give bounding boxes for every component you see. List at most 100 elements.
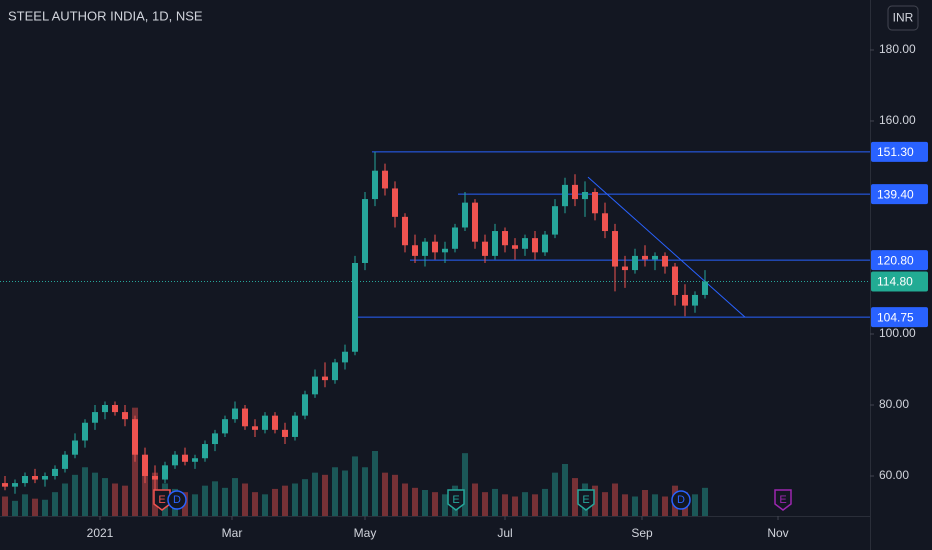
volume-bar [642,490,648,516]
y-tick-label: 100.00 [879,326,916,340]
level-label: 139.40 [877,187,914,201]
level-label-box [871,250,928,271]
event-label[interactable]: D [677,494,685,506]
candle-body [22,475,28,484]
candle-body [372,170,378,200]
event-label[interactable]: E [452,494,459,506]
candle-body [272,415,278,430]
candle-body [422,241,428,256]
volume-bar [322,474,328,516]
dividend-marker[interactable] [167,490,187,510]
earnings-marker[interactable] [153,489,171,511]
event-label[interactable]: E [582,494,589,506]
candle-body [482,241,488,256]
volume-bar [132,407,138,516]
x-tick-label: Jul [497,526,512,540]
volume-bar [212,481,218,516]
volume-bar [202,485,208,516]
volume-bar [492,488,498,516]
candle-body [412,245,418,256]
trendline [587,176,746,318]
volume-bar [32,498,38,516]
volume-bar [382,472,388,516]
volume-bar [392,474,398,516]
y-tick-label: 60.00 [879,468,909,482]
y-tick-label: 80.00 [879,397,909,411]
candle-body [52,468,58,476]
earnings-marker[interactable] [447,489,465,511]
volume-bar [552,472,558,516]
currency-button[interactable] [887,5,919,31]
level-label: 120.80 [877,253,914,267]
volume-bar [522,492,528,516]
volume-bar [562,464,568,516]
candle-body [562,184,568,207]
currency-label[interactable]: INR [893,11,914,25]
volume-bar [82,467,88,516]
volume-bar [232,478,238,516]
symbol-title: STEEL AUTHOR INDIA, 1D, NSE [8,8,203,23]
volume-bar [542,488,548,516]
volume-bar [472,483,478,516]
event-label[interactable]: D [173,494,181,506]
volume-bar [62,483,68,516]
volume-bar [632,496,638,516]
event-label[interactable]: E [779,494,786,506]
candle-body [402,216,408,246]
volume-bar [512,496,518,516]
volume-bar [142,456,148,516]
candle-body [472,202,478,242]
candle-body [142,454,148,476]
volume-bar [702,487,708,516]
volume-bar [272,488,278,516]
volume-bar [72,474,78,516]
candle-body [212,433,218,445]
candle-body [542,234,548,253]
y-tick-label: 180.00 [879,42,916,56]
volume-bar [572,478,578,516]
candle-body [62,454,68,469]
candle-body [102,404,108,413]
volume-bar [362,467,368,516]
candle-body [182,454,188,462]
earnings-marker[interactable] [577,489,595,511]
candle-body [312,376,318,395]
candle-body [612,231,618,267]
candle-body [392,188,398,217]
candle-body [462,202,468,228]
candle-body [202,444,208,459]
event-label[interactable]: E [158,494,165,506]
candle-body [362,199,368,263]
candle-body [692,294,698,306]
dividend-marker[interactable] [671,490,691,510]
candle-body [662,255,668,267]
volume-bar [312,472,318,516]
volume-bar [102,478,108,516]
candle-body [252,426,258,430]
candle-body [672,266,678,295]
candle-body [242,408,248,427]
candle-body [442,248,448,253]
candle-body [82,422,88,441]
candle-body [32,475,38,480]
volume-bar [402,483,408,516]
volume-bar [622,494,628,516]
volume-bar [482,492,488,516]
candle-body [232,408,238,420]
candle-body [502,231,508,246]
volume-bar [602,492,608,516]
earnings-marker[interactable] [774,489,792,511]
candle-body [132,419,138,455]
candle-body [42,475,48,480]
volume-bar [242,483,248,516]
candle-body [122,412,128,420]
candle-body [282,429,288,437]
last-price-label: 114.80 [877,275,913,289]
volume-bar [412,487,418,516]
candle-body [632,255,638,271]
volume-bar [262,494,268,516]
volume-bar [302,479,308,516]
candle-body [352,262,358,352]
